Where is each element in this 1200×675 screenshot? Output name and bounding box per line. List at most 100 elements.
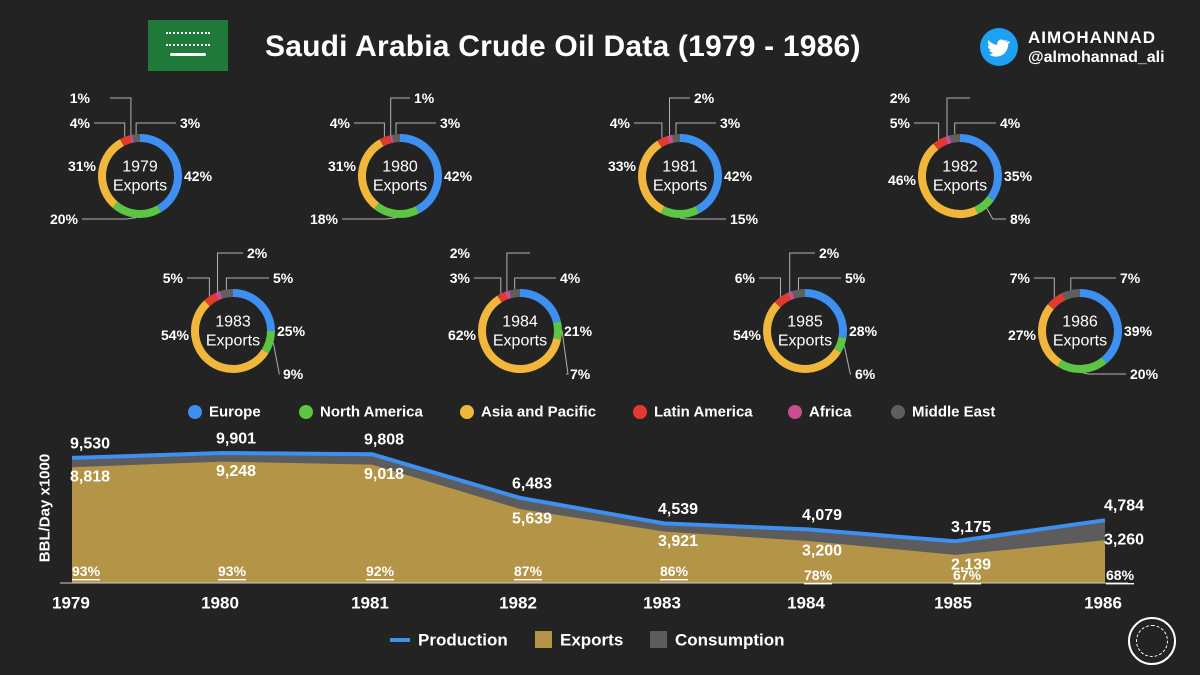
donut-1980-label-north-america-leader bbox=[342, 217, 397, 220]
donut-1980-label-middle-east-leader bbox=[395, 122, 436, 135]
donut-1981-label-latin-america-leader bbox=[634, 122, 663, 139]
donut-1980-slice-europe bbox=[399, 134, 442, 214]
exports-label-1985: 2,139 bbox=[951, 556, 991, 573]
donut-1981-label-africa: 2% bbox=[694, 90, 715, 106]
donut-1984-slice-africa bbox=[504, 290, 512, 300]
donut-1983-label-north-america: 9% bbox=[283, 366, 304, 382]
donut-1980-label-asia-and-pacific: 31% bbox=[328, 158, 357, 174]
donut-1982-label-africa: 2% bbox=[890, 90, 911, 106]
brand-handle: @almohannad_ali bbox=[1028, 49, 1165, 66]
donut-1985: 1985 Exports bbox=[759, 252, 851, 375]
donut-1981-label-europe: 42% bbox=[724, 168, 753, 184]
donut-1984-slice-latin-america bbox=[497, 292, 508, 303]
donut-1982-slice-middle-east bbox=[949, 133, 961, 144]
seal-inner-ring bbox=[1136, 625, 1168, 657]
donut-1982-slice-north-america bbox=[974, 195, 994, 214]
donut-1983-label-latin-america: 5% bbox=[163, 270, 184, 286]
donut-1980-year: 1980 bbox=[382, 159, 418, 176]
region-legend-africa-label: Africa bbox=[809, 404, 852, 421]
twitter-bird-glyph bbox=[987, 39, 1011, 57]
y-axis-label: BBL/Day x1000 bbox=[37, 454, 54, 562]
donut-1985-slice-middle-east bbox=[792, 288, 806, 299]
saudi-flag-icon bbox=[148, 20, 228, 71]
donut-1985-label-africa-leader bbox=[789, 252, 815, 292]
donut-1982-slice-latin-america bbox=[933, 136, 948, 150]
donut-1981-label-africa-leader bbox=[669, 97, 690, 136]
series-legend-exports-marker bbox=[535, 631, 552, 648]
donut-1986-label-latin-america-leader bbox=[1034, 277, 1055, 298]
donut-1981-center-label: Exports bbox=[653, 178, 707, 195]
export-share-1983: 86% bbox=[660, 563, 689, 579]
series-legend-consumption-label: Consumption bbox=[675, 631, 785, 650]
donut-1984-label-latin-america: 3% bbox=[450, 270, 471, 286]
donut-1985-slice-latin-america bbox=[774, 292, 791, 308]
page-title: Saudi Arabia Crude Oil Data (1979 - 1986… bbox=[265, 30, 861, 63]
donut-1985-label-europe: 28% bbox=[849, 323, 878, 339]
donut-1981-label-middle-east-leader bbox=[675, 122, 716, 135]
flag-sword-graphic bbox=[170, 53, 206, 56]
donut-1985-slice-asia-and-pacific bbox=[763, 302, 841, 373]
donut-1979-label-middle-east-leader bbox=[135, 122, 176, 135]
donut-1980-label-latin-america-leader bbox=[354, 122, 385, 137]
donut-1986-center-label: Exports bbox=[1053, 333, 1107, 350]
export-share-1981: 92% bbox=[366, 563, 395, 579]
donut-1986-label-europe: 39% bbox=[1124, 323, 1153, 339]
donut-1980-center-label: Exports bbox=[373, 178, 427, 195]
donut-1980-label-middle-east: 3% bbox=[440, 115, 461, 131]
donut-1983: 1983 Exports bbox=[187, 252, 280, 375]
donut-1982-label-asia-and-pacific: 46% bbox=[888, 172, 917, 188]
donut-1980: 1980 Exports bbox=[342, 97, 442, 220]
exports-label-1986: 3,260 bbox=[1104, 532, 1144, 549]
donut-1979-label-africa: 1% bbox=[70, 90, 91, 106]
donut-1984-center-label: Exports bbox=[493, 333, 547, 350]
donut-1983-label-africa-leader bbox=[217, 252, 243, 292]
donut-1979-label-latin-america-leader bbox=[94, 122, 126, 137]
donut-1984: 1984 Exports bbox=[474, 252, 569, 375]
donut-1985-label-middle-east-leader bbox=[798, 277, 841, 290]
donut-1981-label-middle-east: 3% bbox=[720, 115, 741, 131]
donut-1985-year: 1985 bbox=[787, 314, 823, 331]
brand: AIMOHANNAD @almohannad_ali bbox=[980, 22, 1190, 72]
flag-script-graphic bbox=[166, 32, 210, 46]
production-label-1984: 4,079 bbox=[802, 507, 842, 524]
donut-1982-slice-africa bbox=[944, 135, 952, 145]
x-tick-1979: 1979 bbox=[52, 594, 90, 613]
donut-1979-slice-europe bbox=[139, 134, 182, 213]
x-tick-1982: 1982 bbox=[499, 594, 537, 613]
donut-1982-label-north-america-leader bbox=[986, 208, 1006, 220]
region-legend-middle-east-label: Middle East bbox=[912, 404, 995, 421]
donut-1983-label-middle-east: 5% bbox=[273, 270, 294, 286]
x-tick-1981: 1981 bbox=[351, 594, 389, 613]
donut-1986-year: 1986 bbox=[1062, 314, 1098, 331]
exports-label-1980: 9,248 bbox=[216, 463, 256, 480]
donut-1979-slice-north-america bbox=[112, 201, 162, 218]
donut-1984-year: 1984 bbox=[502, 314, 538, 331]
donut-1985-label-middle-east: 5% bbox=[845, 270, 866, 286]
donut-1985-label-asia-and-pacific: 54% bbox=[733, 327, 762, 343]
donut-1981-label-latin-america: 4% bbox=[610, 115, 631, 131]
region-legend-latin-america-label: Latin America bbox=[654, 404, 753, 421]
donut-1983-label-middle-east-leader bbox=[225, 277, 269, 290]
exports-label-1983: 3,921 bbox=[658, 533, 698, 550]
donut-1982-label-africa-leader bbox=[946, 97, 970, 137]
export-share-1982: 87% bbox=[514, 563, 543, 579]
donut-1980-slice-africa bbox=[389, 134, 394, 144]
donut-1981: 1981 Exports bbox=[634, 97, 726, 220]
donut-1986-label-north-america: 20% bbox=[1130, 366, 1159, 382]
donut-1984-slice-europe bbox=[519, 289, 561, 324]
exports-label-1982: 5,639 bbox=[512, 510, 552, 527]
region-legend-asia-and-pacific-label: Asia and Pacific bbox=[481, 404, 596, 421]
exports-label-1979: 8,818 bbox=[70, 469, 110, 486]
production-label-1983: 4,539 bbox=[658, 501, 698, 518]
donut-1982-label-middle-east: 4% bbox=[1000, 115, 1021, 131]
x-tick-1983: 1983 bbox=[643, 594, 681, 613]
donut-1983-label-asia-and-pacific: 54% bbox=[161, 327, 190, 343]
donut-1980-slice-asia-and-pacific bbox=[358, 139, 384, 210]
donut-1982-label-north-america: 8% bbox=[1010, 211, 1031, 227]
export-share-1980: 93% bbox=[218, 563, 247, 579]
donut-1986-label-north-america-leader bbox=[1082, 372, 1126, 375]
donut-1985-slice-north-america bbox=[834, 336, 847, 353]
donut-1986-slice-europe bbox=[1079, 289, 1122, 364]
donut-1985-slice-europe bbox=[804, 289, 847, 339]
